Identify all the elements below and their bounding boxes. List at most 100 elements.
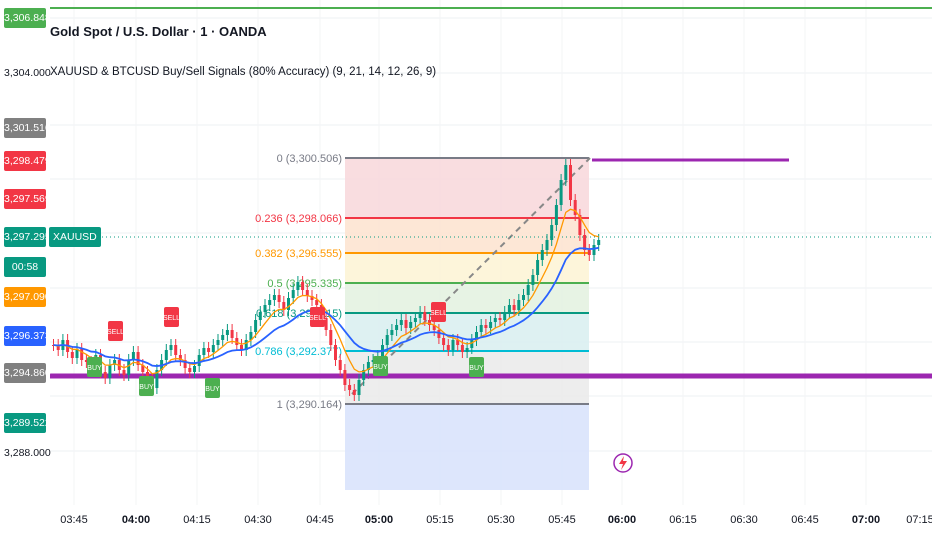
candle[interactable] [230,330,234,338]
candle[interactable] [329,330,333,345]
candle[interactable] [141,365,145,372]
candle[interactable] [70,352,74,358]
candle[interactable] [465,348,469,352]
candle[interactable] [127,360,131,375]
candle[interactable] [451,340,455,350]
candle[interactable] [592,245,596,255]
candle[interactable] [183,360,187,368]
indicator-title[interactable]: XAUUSD & BTCUSD Buy/Sell Signals (80% Ac… [50,66,437,78]
candle[interactable] [522,295,525,300]
candle[interactable] [202,348,206,355]
candle[interactable] [277,295,281,302]
candle[interactable] [507,305,511,312]
buy-signal[interactable] [373,356,388,376]
candle[interactable] [216,340,220,345]
candle[interactable] [287,298,290,310]
candle[interactable] [583,235,587,250]
candle[interactable] [122,370,126,375]
candle[interactable] [554,205,558,225]
candle[interactable] [240,345,243,350]
candle[interactable] [268,300,272,305]
candle[interactable] [244,340,248,350]
candle[interactable] [188,368,192,372]
candle[interactable] [540,250,544,260]
buy-signal[interactable] [469,357,484,377]
sell-signal[interactable] [310,307,325,327]
candle[interactable] [164,350,168,360]
sell-signal[interactable] [164,307,179,327]
candle[interactable] [569,165,572,200]
candle[interactable] [390,330,394,335]
candle[interactable] [362,370,366,380]
candle[interactable] [103,372,107,378]
candle[interactable] [559,180,563,205]
candle[interactable] [432,325,436,330]
candle[interactable] [75,349,79,358]
candle[interactable] [178,355,182,360]
buy-signal[interactable] [87,357,102,377]
candle[interactable] [564,165,568,180]
candle[interactable] [291,290,295,298]
candle[interactable] [423,312,427,320]
candle[interactable] [517,300,521,310]
sell-signal[interactable] [431,302,446,322]
candle[interactable] [479,325,483,332]
candle[interactable] [197,355,201,366]
candle[interactable] [169,345,173,350]
candle[interactable] [282,302,286,310]
candle[interactable] [573,200,577,215]
candle[interactable] [428,320,431,325]
candle[interactable] [211,345,215,352]
candle[interactable] [258,312,262,320]
candle[interactable] [221,335,225,340]
candle[interactable] [385,335,389,345]
candle[interactable] [578,215,582,235]
candle[interactable] [131,352,135,360]
candle[interactable] [301,282,305,290]
candle[interactable] [456,340,460,345]
candle[interactable] [395,325,399,330]
candle[interactable] [272,295,276,300]
buy-signal[interactable] [205,378,220,398]
candle[interactable] [254,320,258,332]
candle[interactable] [409,322,413,328]
candle[interactable] [512,305,516,310]
candle[interactable] [366,362,370,370]
candle[interactable] [597,240,601,245]
candle[interactable] [338,360,342,370]
candle[interactable] [315,300,319,305]
candle[interactable] [446,345,450,350]
candle[interactable] [136,352,140,365]
buy-signal[interactable] [139,376,154,396]
candle[interactable] [404,320,408,328]
candle[interactable] [225,330,229,335]
candle[interactable] [460,345,464,352]
candle[interactable] [550,225,554,240]
candle[interactable] [526,285,530,295]
candle[interactable] [352,390,356,395]
candle[interactable] [357,380,361,395]
candle[interactable] [418,312,422,318]
candle[interactable] [536,260,540,275]
candle[interactable] [113,360,117,365]
candle[interactable] [249,332,253,340]
candle[interactable] [399,320,403,325]
candle[interactable] [235,338,239,345]
candle[interactable] [503,312,507,320]
candle[interactable] [310,296,314,300]
lightning-icon[interactable] [613,453,633,473]
candle[interactable] [531,275,535,285]
candle[interactable] [343,370,347,385]
candle[interactable] [80,349,84,360]
candle[interactable] [587,250,591,255]
candle[interactable] [305,290,309,296]
candle[interactable] [174,345,178,355]
candle[interactable] [334,345,337,360]
candle[interactable] [348,385,352,390]
candle[interactable] [207,348,211,352]
candle[interactable] [263,305,267,312]
candle[interactable] [437,330,441,338]
candle[interactable] [484,325,488,328]
candle[interactable] [442,338,446,345]
